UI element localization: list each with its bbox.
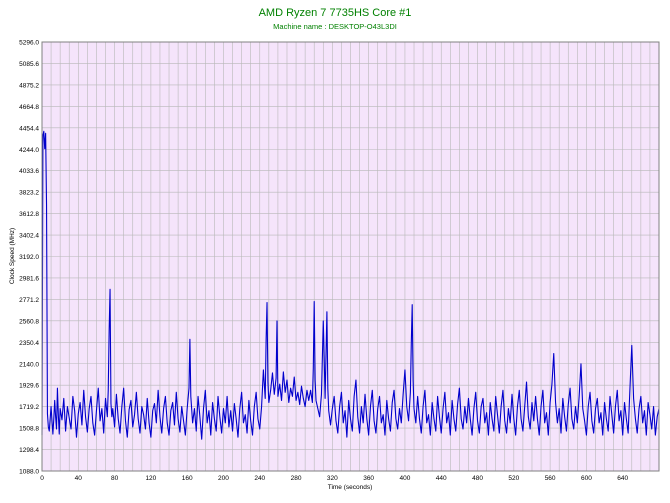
grid-lines [41, 41, 660, 472]
x-tick-label: 480 [472, 475, 483, 482]
x-tick-label: 320 [327, 475, 338, 482]
chart-subtitle: Machine name : DESKTOP-O43L3DI [273, 22, 397, 31]
x-tick-label: 520 [508, 475, 519, 482]
chart-title: AMD Ryzen 7 7735HS Core #1 [259, 7, 412, 19]
x-axis-label: Time (seconds) [328, 484, 373, 491]
y-tick-label: 3192.0 [19, 254, 39, 261]
y-axis-tick-labels: 1088.0 1298.4 1508.8 1719.2 1929.6 2140.0 2350… [19, 40, 39, 476]
y-tick-label: 1508.8 [19, 426, 39, 433]
y-tick-label: 1088.0 [19, 469, 39, 476]
x-tick-label: 360 [363, 475, 374, 482]
x-tick-label: 160 [182, 475, 193, 482]
clock-speed-series-line [41, 130, 660, 440]
x-tick-label: 40 [75, 475, 83, 482]
y-tick-label: 3823.2 [19, 190, 39, 197]
y-tick-label: 3612.8 [19, 211, 39, 218]
y-axis-label: Clock Speed (MHz) [9, 228, 16, 284]
y-tick-label: 2140.0 [19, 361, 39, 368]
x-tick-label: 240 [254, 475, 265, 482]
x-axis-tick-labels: 0 40 80 120 160 200 240 280 320 360 400 440 480 520 56… [40, 475, 628, 482]
y-tick-label: 2771.2 [19, 297, 39, 304]
y-tick-label: 4875.2 [19, 82, 39, 89]
x-tick-label: 280 [291, 475, 302, 482]
y-tick-label: 1929.6 [19, 383, 39, 390]
y-tick-label: 4033.6 [19, 168, 39, 175]
y-tick-label: 2981.6 [19, 275, 39, 282]
y-tick-label: 4454.4 [19, 125, 39, 132]
y-tick-label: 2350.4 [19, 340, 39, 347]
y-tick-label: 4664.8 [19, 104, 39, 111]
x-tick-label: 200 [218, 475, 229, 482]
x-tick-label: 0 [40, 475, 44, 482]
y-tick-label: 5296.0 [19, 40, 39, 47]
y-tick-label: 1298.4 [19, 447, 39, 454]
y-tick-label: 4244.0 [19, 147, 39, 154]
y-tick-label: 3402.4 [19, 233, 39, 240]
plot-border [41, 41, 660, 472]
x-tick-label: 440 [436, 475, 447, 482]
x-tick-label: 80 [111, 475, 119, 482]
x-tick-label: 120 [145, 475, 156, 482]
y-tick-label: 1719.2 [19, 404, 39, 411]
x-tick-label: 560 [545, 475, 556, 482]
x-tick-label: 400 [400, 475, 411, 482]
y-tick-label: 2560.8 [19, 318, 39, 325]
x-tick-label: 640 [617, 475, 628, 482]
y-tick-label: 5085.6 [19, 61, 39, 68]
x-tick-label: 600 [581, 475, 592, 482]
